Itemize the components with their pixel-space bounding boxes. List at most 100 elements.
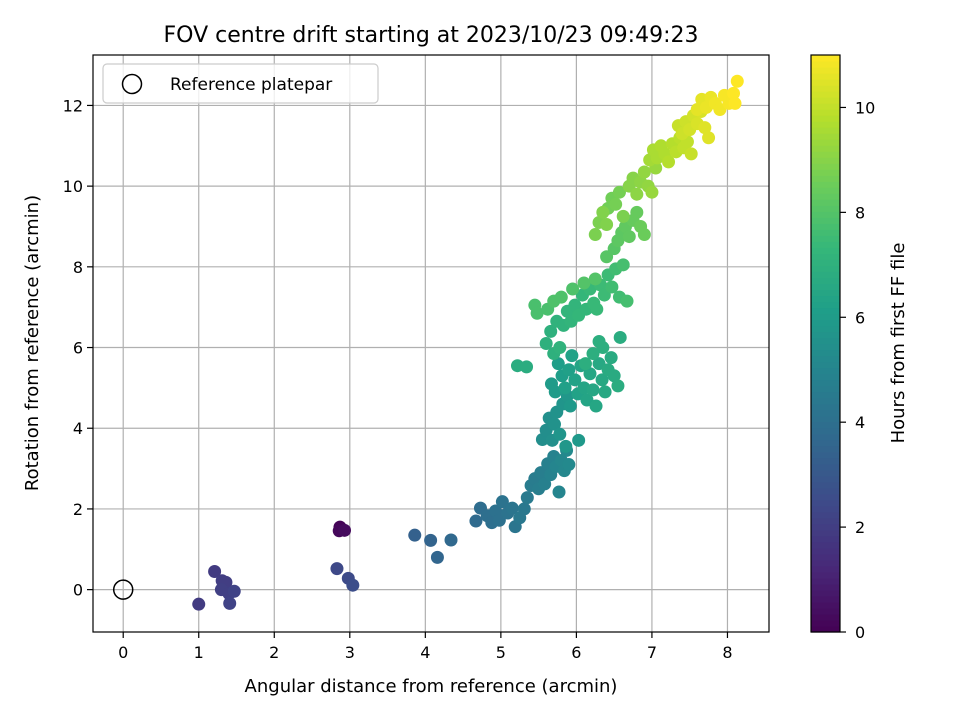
colorbar-segment xyxy=(811,349,840,357)
data-point xyxy=(588,272,602,286)
y-tick-label: 10 xyxy=(63,177,83,196)
colorbar-segment xyxy=(811,469,840,477)
colorbar-segment xyxy=(811,337,840,345)
colorbar-segment xyxy=(811,463,840,471)
x-tick-label: 0 xyxy=(118,643,128,662)
colorbar-segment xyxy=(811,91,840,98)
data-point xyxy=(577,276,591,290)
colorbar-segment xyxy=(811,487,840,495)
colorbar-segment xyxy=(811,241,840,248)
colorbar-segment xyxy=(811,61,840,68)
x-axis-label: Angular distance from reference (arcmin) xyxy=(245,676,618,697)
data-point xyxy=(534,466,548,480)
plot-frame xyxy=(92,54,770,633)
data-point xyxy=(469,514,483,528)
legend-box xyxy=(102,63,379,104)
colorbar-segment xyxy=(811,127,840,134)
x-tick-label: 6 xyxy=(571,643,581,662)
data-point xyxy=(630,187,644,201)
colorbar-segment xyxy=(811,439,840,447)
colorbar-segment xyxy=(811,265,840,272)
colorbar-segment xyxy=(811,55,840,62)
data-point xyxy=(559,439,573,453)
data-point xyxy=(588,228,602,242)
colorbar-segment xyxy=(811,229,840,236)
colorbar-segment xyxy=(811,331,840,339)
colorbar-segment xyxy=(811,505,840,513)
data-point xyxy=(612,185,626,199)
y-tick-label: 0 xyxy=(73,581,83,600)
data-point xyxy=(604,351,618,365)
legend-marker-open-circle xyxy=(121,73,143,95)
colorbar-segment xyxy=(811,247,840,254)
colorbar-tick-label: 6 xyxy=(855,308,865,327)
data-point xyxy=(538,477,552,491)
data-point xyxy=(730,74,744,88)
chart-title: FOV centre drift starting at 2023/10/23 … xyxy=(164,23,699,48)
data-point xyxy=(645,185,659,199)
data-point xyxy=(495,495,509,509)
x-tick-label: 7 xyxy=(647,643,657,662)
colorbar-segment xyxy=(811,97,840,104)
colorbar-segment xyxy=(811,115,840,122)
data-point xyxy=(517,502,531,516)
colorbar-segment xyxy=(811,283,840,291)
data-point xyxy=(505,501,519,515)
data-point xyxy=(600,217,614,231)
colorbar-segment xyxy=(811,151,840,158)
data-point xyxy=(605,280,619,294)
data-point xyxy=(630,205,644,219)
colorbar-segment xyxy=(811,193,840,200)
colorbar-segment xyxy=(811,325,840,333)
colorbar-segment xyxy=(811,571,840,579)
colorbar-segment xyxy=(811,565,840,573)
y-tick-label: 8 xyxy=(73,258,83,277)
legend: Reference platepar xyxy=(102,63,379,104)
data-point xyxy=(728,96,742,110)
colorbar-segment xyxy=(811,619,840,627)
y-tick-label: 2 xyxy=(73,500,83,519)
data-point xyxy=(530,306,544,320)
colorbar-tick-label: 4 xyxy=(855,413,865,432)
colorbar-segment xyxy=(811,121,840,128)
x-tick-label: 2 xyxy=(269,643,279,662)
x-axis-ticks: 0 1 2 3 4 5 6 7 8 xyxy=(118,632,733,662)
colorbar-segment xyxy=(811,451,840,459)
colorbar-segment xyxy=(811,475,840,483)
colorbar-segment xyxy=(811,457,840,465)
data-point xyxy=(598,385,612,399)
data-point xyxy=(553,427,567,441)
data-point xyxy=(578,357,592,371)
colorbar-label: Hours from first FF file xyxy=(888,243,909,444)
x-tick-label: 8 xyxy=(722,643,732,662)
data-point xyxy=(662,155,676,169)
data-point xyxy=(223,596,237,610)
colorbar-tick-label: 8 xyxy=(855,203,865,222)
data-point xyxy=(611,379,625,393)
data-point xyxy=(637,228,651,242)
colorbar-segment xyxy=(811,433,840,441)
colorbar-segment xyxy=(811,271,840,278)
colorbar-segment xyxy=(811,109,840,116)
colorbar-segment xyxy=(811,511,840,519)
data-point xyxy=(227,584,241,598)
data-point xyxy=(586,347,600,361)
colorbar-segment xyxy=(811,139,840,146)
colorbar-segment xyxy=(811,601,840,609)
data-point xyxy=(613,330,627,344)
colorbar-segment xyxy=(811,295,840,303)
data-point xyxy=(192,597,206,611)
data-point xyxy=(563,399,577,413)
colorbar-segment xyxy=(811,607,840,615)
colorbar-segment xyxy=(811,73,840,80)
scatter-points xyxy=(112,74,744,611)
data-point xyxy=(520,491,534,505)
data-point xyxy=(346,578,360,592)
colorbar-segment xyxy=(811,103,840,110)
data-point xyxy=(568,298,582,312)
colorbar-segment xyxy=(811,145,840,152)
colorbar-segment xyxy=(811,133,840,140)
data-point xyxy=(558,381,572,395)
data-point xyxy=(562,458,576,472)
